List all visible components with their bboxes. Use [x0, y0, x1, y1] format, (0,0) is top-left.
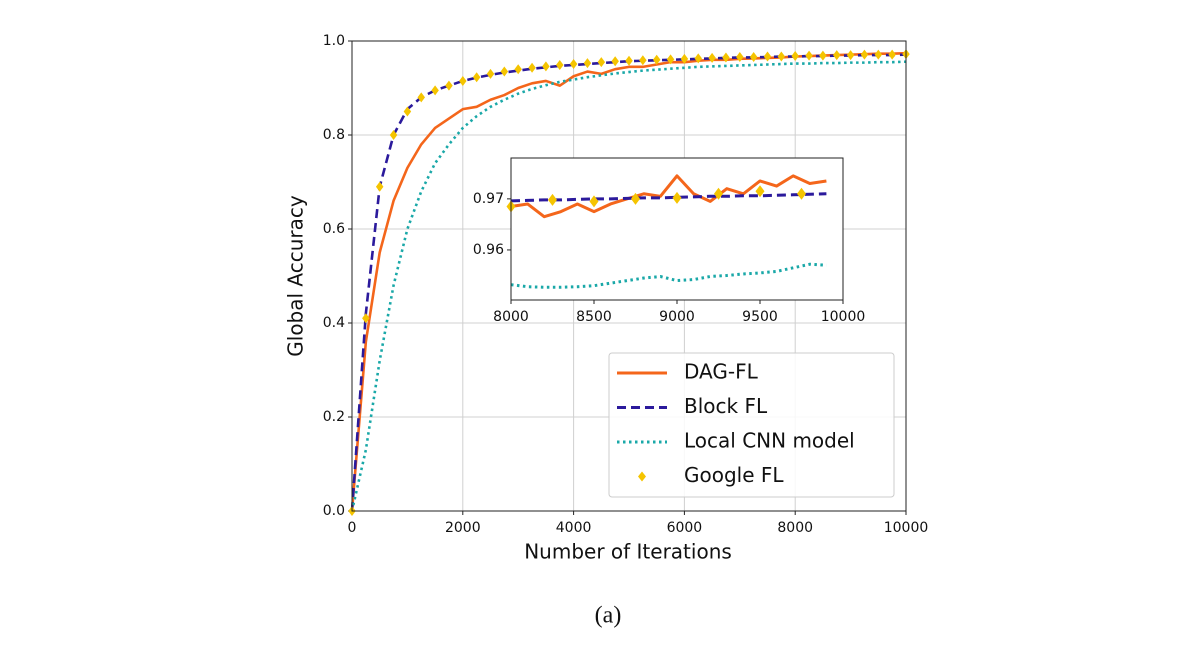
marker	[472, 72, 481, 83]
x-tick-label: 2000	[445, 520, 481, 536]
plot-area	[511, 158, 843, 300]
legend-marker	[638, 471, 646, 482]
plot-frame	[510, 157, 844, 301]
marker	[846, 50, 855, 61]
marker	[694, 53, 702, 64]
legend-label: Local CNN model	[684, 429, 855, 453]
marker	[777, 51, 786, 62]
marker	[666, 54, 675, 65]
marker	[528, 62, 536, 73]
marker	[639, 55, 647, 66]
marker	[542, 61, 550, 72]
x-tick-label: 8500	[576, 309, 612, 325]
legend-box	[608, 352, 895, 498]
marker	[652, 54, 661, 65]
x-tick-label: 0	[348, 520, 357, 536]
marker	[714, 187, 723, 200]
y-tick-label: 0.6	[323, 221, 345, 237]
caption: (a)	[595, 603, 622, 629]
marker	[431, 85, 439, 96]
marker	[459, 75, 467, 86]
y-axis-label: Global Accuracy	[284, 195, 308, 357]
x-tick-label: 6000	[667, 520, 703, 536]
marker	[445, 80, 453, 91]
marker	[514, 64, 522, 75]
line	[510, 262, 827, 289]
x-tick-label: 8000	[777, 520, 813, 536]
x-tick-label: 9000	[659, 309, 695, 325]
marker	[797, 187, 806, 200]
marker	[486, 68, 495, 79]
marker	[755, 185, 765, 198]
legend-label: DAG-FL	[684, 360, 759, 384]
marker	[833, 50, 841, 61]
x-tick-label: 8000	[493, 309, 529, 325]
marker	[556, 59, 564, 70]
marker	[597, 57, 606, 68]
marker	[672, 191, 682, 204]
marker	[417, 92, 425, 103]
marker	[749, 51, 758, 62]
marker	[569, 59, 578, 70]
marker	[500, 66, 509, 77]
line	[510, 174, 827, 219]
marker	[548, 193, 557, 206]
marker	[874, 49, 883, 60]
marker	[708, 52, 716, 63]
marker	[736, 51, 744, 62]
marker	[625, 55, 633, 66]
marker	[589, 195, 599, 208]
marker	[583, 58, 592, 69]
marker	[819, 50, 827, 61]
marker	[403, 106, 412, 117]
marker	[611, 56, 619, 67]
y-tick-label: 0.96	[473, 242, 504, 258]
x-tick-label: 10000	[884, 520, 929, 536]
plot-frame	[351, 40, 907, 512]
marker	[888, 49, 896, 60]
series-group	[506, 174, 827, 289]
y-tick-label: 0.2	[323, 409, 345, 425]
marker	[763, 51, 772, 62]
y-tick-label: 0.97	[473, 191, 504, 207]
legend-label: Google FL	[684, 463, 784, 487]
marker	[805, 50, 813, 61]
series-group	[348, 49, 910, 516]
x-axis-label: Number of Iterations	[524, 540, 732, 564]
marker	[389, 130, 398, 140]
x-tick-label: 4000	[556, 520, 592, 536]
marker	[375, 181, 384, 192]
marker	[680, 53, 689, 64]
marker	[722, 52, 730, 63]
x-tick-label: 9500	[742, 309, 778, 325]
y-tick-label: 0.4	[323, 315, 345, 331]
y-tick-label: 0.0	[323, 503, 345, 519]
marker	[860, 49, 869, 60]
y-tick-label: 0.8	[323, 127, 345, 143]
x-tick-label: 10000	[821, 309, 866, 325]
line	[510, 192, 827, 203]
legend-label: Block FL	[684, 394, 768, 418]
y-tick-label: 1.0	[323, 33, 345, 49]
marker	[631, 192, 640, 205]
line	[350, 60, 907, 512]
marker	[791, 51, 799, 62]
line	[350, 51, 907, 512]
marker	[362, 313, 370, 324]
